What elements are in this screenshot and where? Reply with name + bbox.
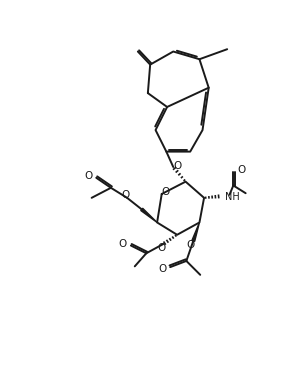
Text: NH: NH [225,192,240,202]
Text: O: O [237,165,245,175]
Text: O: O [161,187,170,197]
Text: O: O [158,265,166,274]
Polygon shape [192,223,199,242]
Text: O: O [119,239,127,249]
Polygon shape [141,208,157,223]
Text: O: O [158,243,166,253]
Text: O: O [173,161,181,171]
Text: O: O [84,171,92,181]
Text: O: O [186,240,194,250]
Text: O: O [121,190,130,200]
